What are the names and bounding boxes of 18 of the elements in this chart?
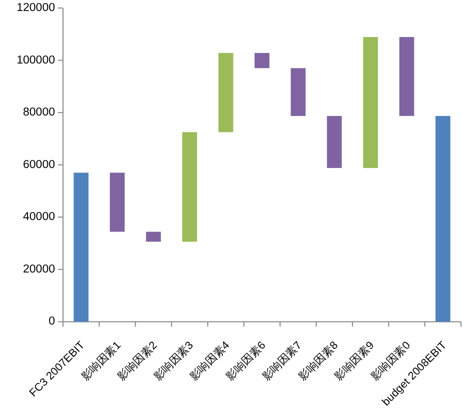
bar [218,52,234,132]
y-tick-label: 120000 [16,2,55,14]
bar [435,116,450,322]
bar [254,52,270,68]
bar [363,37,378,168]
bar [182,132,198,242]
bar [146,232,161,242]
y-tick-label: 60000 [23,158,55,171]
y-tick-label: 80000 [23,106,55,119]
bar [110,172,125,232]
y-tick-label: 0 [48,316,55,328]
y-tick-label: 100000 [16,54,55,66]
bar [399,37,414,116]
bar [74,172,89,322]
bar [290,68,306,116]
bar [326,116,342,168]
y-tick-label: 20000 [23,263,55,276]
y-tick-label: 40000 [23,211,55,224]
